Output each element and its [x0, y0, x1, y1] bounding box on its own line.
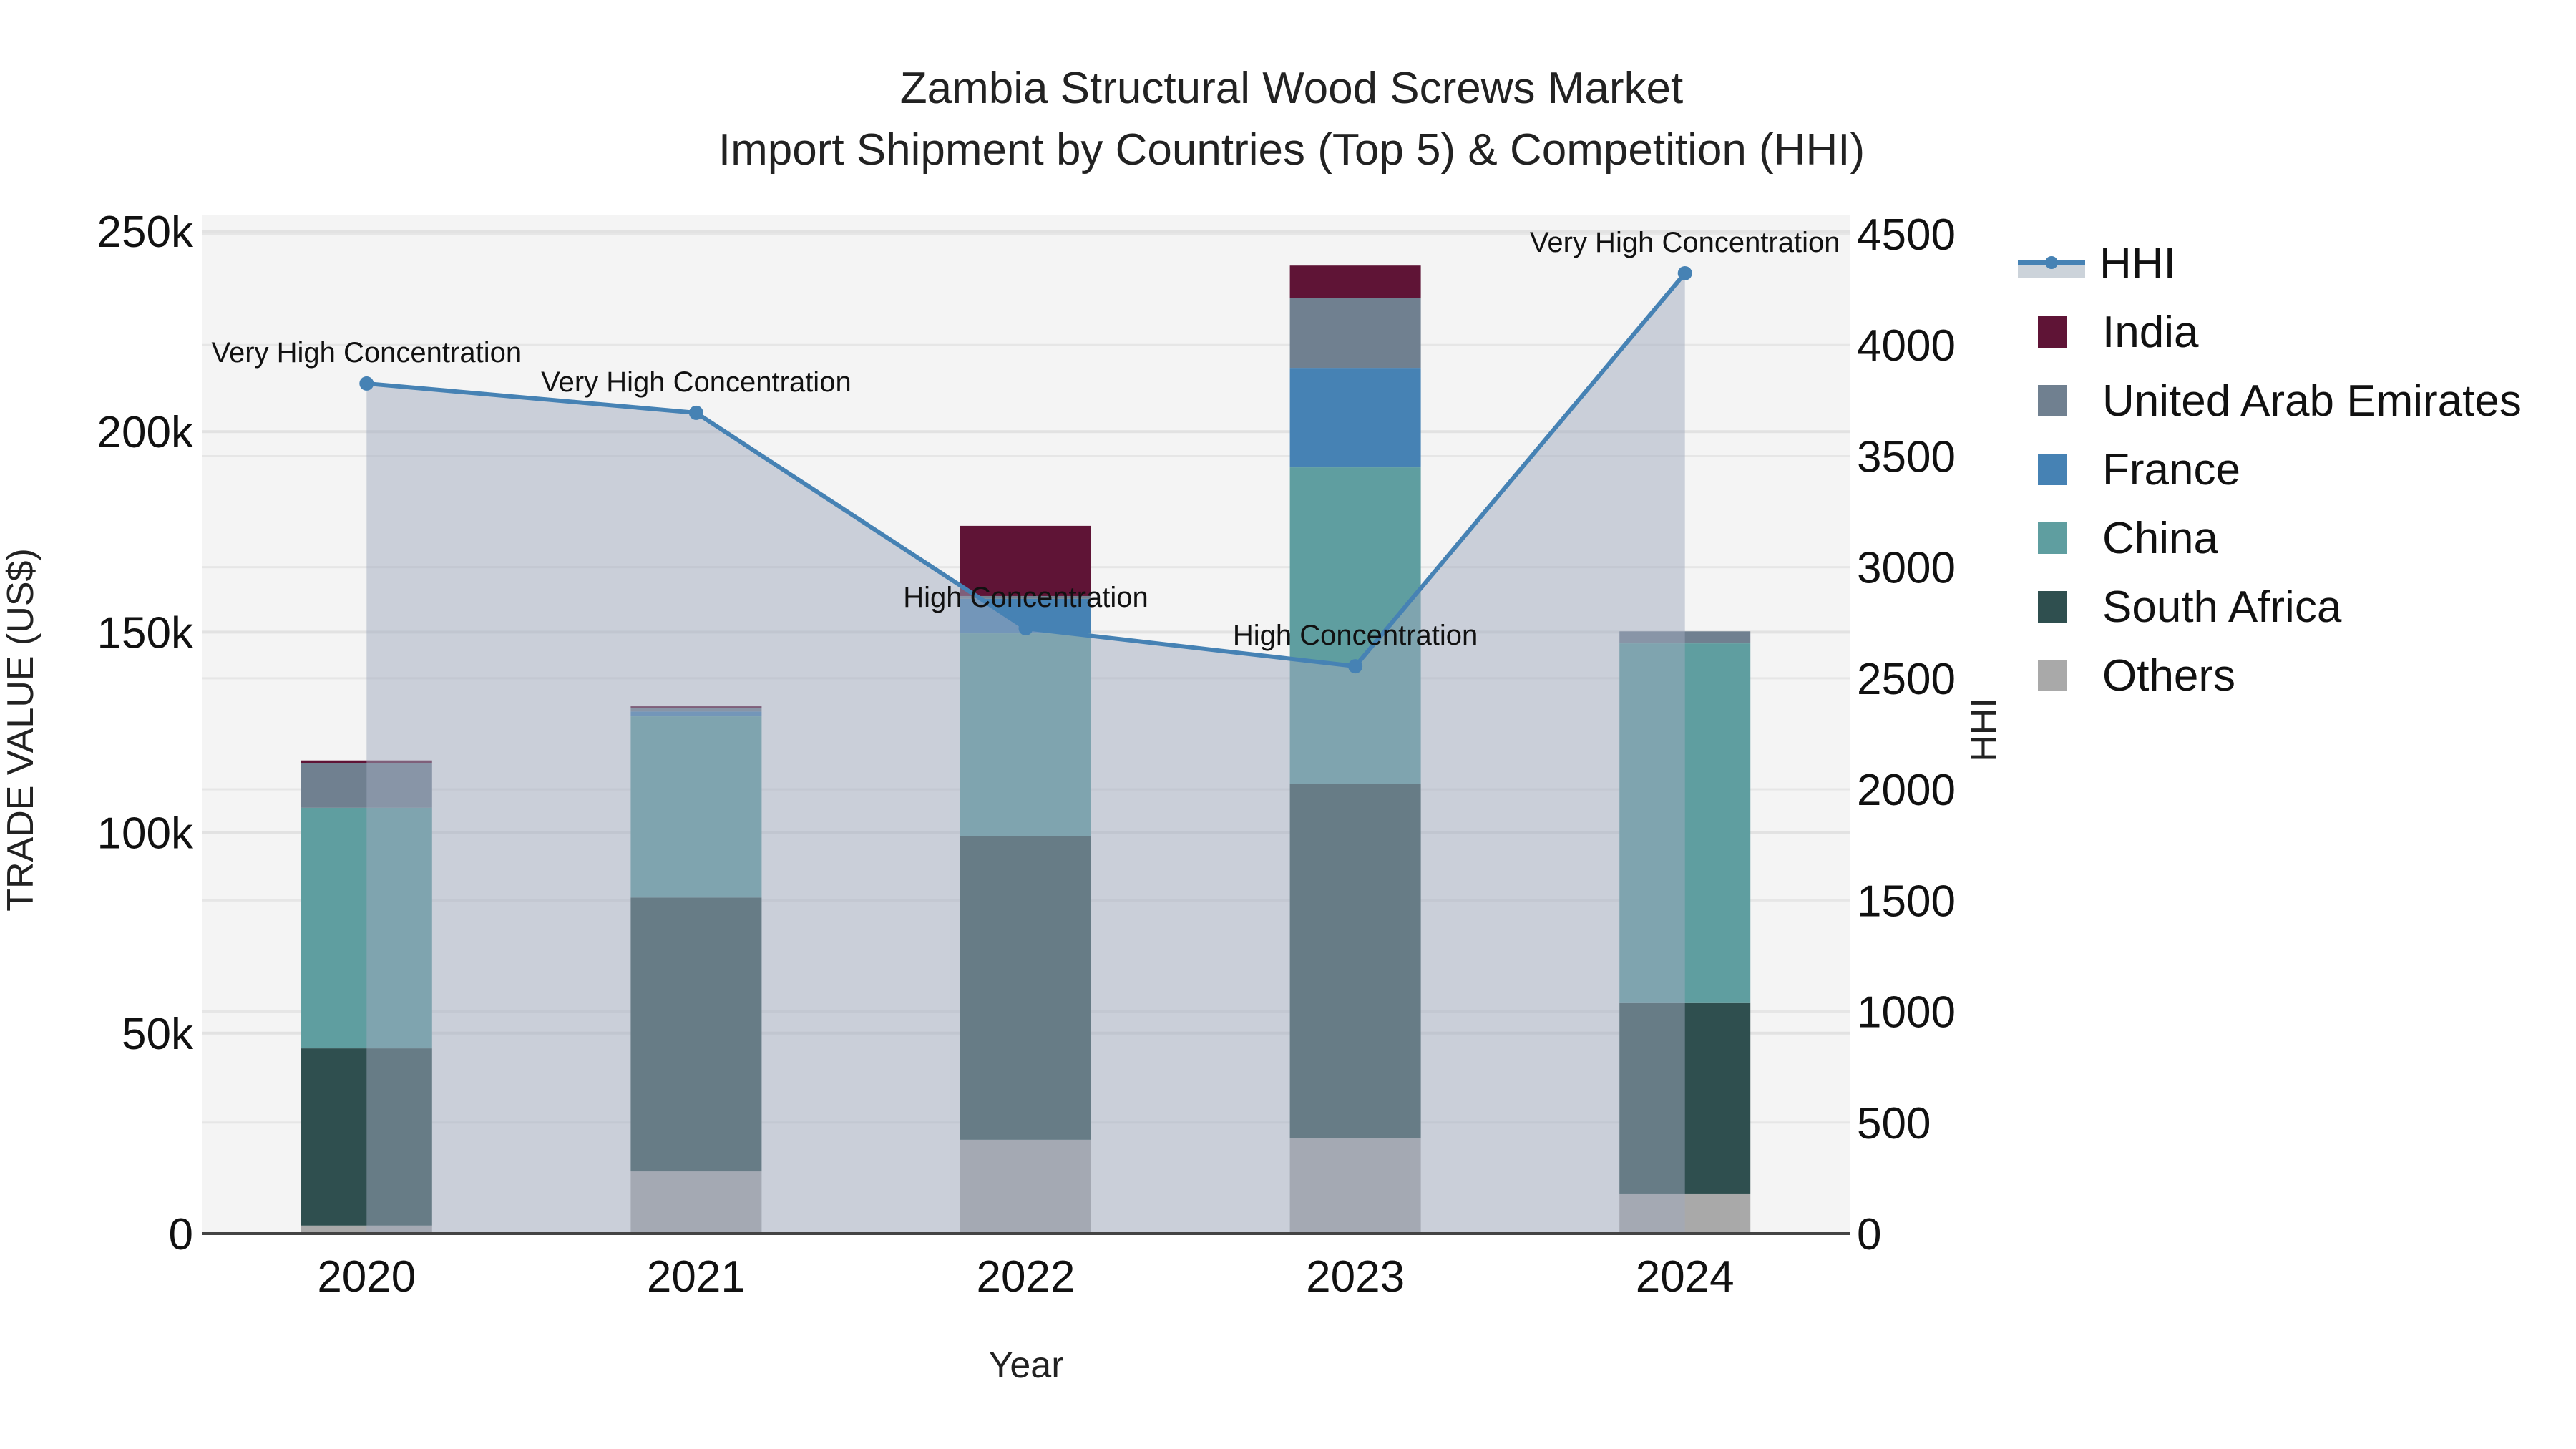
bar-segment[interactable] [1289, 368, 1421, 468]
svg-text:1000: 1000 [1857, 988, 1956, 1038]
svg-text:3000: 3000 [1857, 544, 1956, 593]
legend-label: South Africa [2102, 582, 2342, 632]
legend-item-uae[interactable]: United Arab Emirates [2018, 366, 2522, 435]
svg-text:250k: 250k [97, 208, 194, 257]
legend-label: HHI [2099, 238, 2176, 288]
y-left-ticks: 0 50k 100k 150k 200k 250k [97, 208, 194, 1259]
svg-text:150k: 150k [97, 608, 194, 658]
svg-text:500: 500 [1857, 1099, 1931, 1148]
svg-text:50k: 50k [122, 1010, 194, 1059]
svg-text:100k: 100k [97, 809, 194, 859]
svg-text:2000: 2000 [1857, 766, 1956, 815]
hhi-point[interactable] [359, 376, 374, 391]
bar-segment[interactable] [1289, 298, 1421, 369]
x-axis-title: Year [988, 1345, 1063, 1386]
hhi-line [359, 265, 1692, 674]
svg-text:2020: 2020 [317, 1252, 416, 1302]
svg-text:2023: 2023 [1306, 1252, 1405, 1302]
y-right-ticks: 0 500 1000 1500 2000 2500 3000 3500 4000 4500 [1857, 210, 1956, 1259]
hhi-point[interactable] [1018, 621, 1033, 636]
x-ticks: 2020 2021 2022 2023 2024 [317, 1252, 1734, 1302]
swatch-icon [2038, 522, 2067, 554]
legend-label: Others [2102, 650, 2236, 701]
swatch-icon [2038, 660, 2067, 691]
hhi-annotation: Very High Concentration [1530, 227, 1840, 258]
svg-text:0: 0 [1857, 1210, 1881, 1259]
bar-segment[interactable] [1289, 265, 1421, 298]
line-marker-icon [2018, 249, 2085, 278]
legend-item-hhi[interactable]: HHI [2018, 229, 2522, 298]
y-left-axis-title: TRADE VALUE (US$) [0, 548, 42, 912]
svg-text:4000: 4000 [1857, 321, 1956, 371]
swatch-icon [2038, 591, 2067, 623]
svg-text:2024: 2024 [1636, 1252, 1735, 1302]
swatch-icon [2038, 316, 2067, 348]
swatch-icon [2038, 454, 2067, 485]
hhi-point[interactable] [1348, 659, 1363, 674]
svg-text:3500: 3500 [1857, 432, 1956, 482]
svg-text:4500: 4500 [1857, 210, 1956, 260]
hhi-annotation: Very High Concentration [212, 337, 522, 369]
y-right-axis-title: HHI [1963, 698, 2005, 762]
hhi-annotations: Very High Concentration Very High Concent… [212, 227, 1840, 651]
hhi-annotation: High Concentration [1233, 620, 1478, 651]
legend-label: United Arab Emirates [2102, 376, 2522, 426]
legend-item-china[interactable]: China [2018, 504, 2522, 572]
legend: HHI India United Arab Emirates France Ch… [2018, 229, 2522, 710]
chart-title: Zambia Structural Wood Screws Market [899, 64, 1684, 113]
svg-text:2500: 2500 [1857, 655, 1956, 704]
legend-item-india[interactable]: India [2018, 298, 2522, 366]
svg-text:1500: 1500 [1857, 877, 1956, 926]
bar-segment[interactable] [960, 595, 1091, 599]
svg-text:2021: 2021 [647, 1252, 746, 1302]
hhi-annotation: High Concentration [903, 582, 1148, 613]
legend-item-south-africa[interactable]: South Africa [2018, 572, 2522, 641]
legend-item-france[interactable]: France [2018, 435, 2522, 504]
hhi-point[interactable] [688, 405, 703, 420]
bar-segment[interactable] [960, 525, 1091, 596]
legend-label: France [2102, 444, 2240, 494]
legend-label: China [2102, 513, 2218, 563]
svg-text:2022: 2022 [977, 1252, 1075, 1302]
svg-text:0: 0 [169, 1210, 193, 1259]
swatch-icon [2038, 385, 2067, 416]
legend-item-others[interactable]: Others [2018, 641, 2522, 710]
chart-subtitle: Import Shipment by Countries (Top 5) & C… [718, 125, 1865, 175]
hhi-annotation: Very High Concentration [541, 366, 852, 398]
hhi-area [366, 273, 1685, 1234]
legend-label: India [2102, 307, 2199, 357]
hhi-point[interactable] [1677, 265, 1692, 280]
svg-text:200k: 200k [97, 408, 194, 457]
